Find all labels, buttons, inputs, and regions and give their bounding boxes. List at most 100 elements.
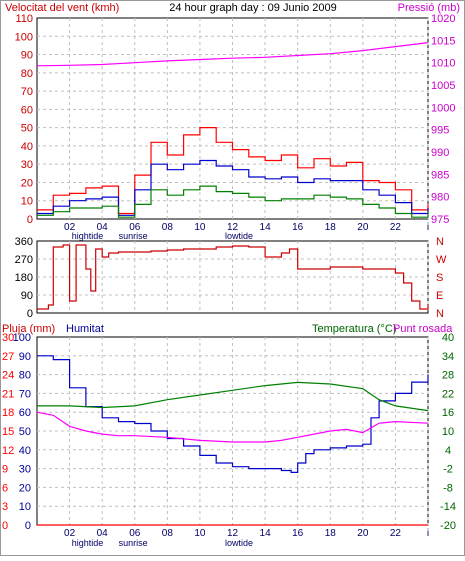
humidity-tick-40: 40 (19, 445, 31, 457)
wind-tick-110: 110 (15, 13, 33, 25)
direction-tick-180: 180 (15, 272, 33, 284)
humidity-xtick-02: 02 (64, 528, 76, 539)
wind-tick-70: 70 (21, 86, 33, 98)
graph-title: 24 hour graph day : 09 Junio 2009 (169, 2, 337, 14)
wind-xtick-14: 14 (260, 222, 272, 233)
wind-tick-0: 0 (27, 214, 33, 226)
humidity-xtick-i: i (427, 528, 429, 539)
direction-tick-270: 270 (15, 254, 33, 266)
pressure-tick-1000: 1000 (431, 102, 455, 114)
wind-tick-10: 10 (21, 196, 33, 208)
temp-tick--20: -20 (440, 520, 456, 532)
humidity-xtick-10: 10 (194, 528, 206, 539)
humidity-xtick-22: 22 (390, 528, 402, 539)
series-pressure (36, 42, 429, 67)
wind-tick-30: 30 (21, 159, 33, 171)
wind-xtick-12: 12 (227, 222, 239, 233)
pressure-tick-995: 995 (431, 125, 449, 137)
temp-tick--8: -8 (443, 482, 453, 494)
tick-labels: 0102030405060708090100110975980985990995… (2, 13, 456, 548)
humidity-tick-20: 20 (19, 482, 31, 494)
humidity-tick-100: 100 (13, 332, 31, 344)
humidity-tick-80: 80 (19, 370, 31, 382)
wind-xtick-i: i (427, 222, 429, 233)
humidity-xtick-20: 20 (357, 528, 369, 539)
direction-tick-360: 360 (15, 236, 33, 248)
humidity-xtick-08: 08 (162, 528, 174, 539)
temperature-axis-title: Temperatura (°C) (312, 323, 396, 335)
wind-tick-80: 80 (21, 68, 33, 80)
humidity-xtick-04: 04 (97, 528, 109, 539)
humidity-tick-50: 50 (19, 426, 31, 438)
humidity-tick-70: 70 (19, 388, 31, 400)
series-wind_min (37, 185, 429, 218)
humidity-tide-label-0: hightide (72, 538, 104, 548)
series-humidity (37, 355, 429, 473)
humidity-tick-10: 10 (19, 501, 31, 513)
humidity-axis-title: Humitat (66, 323, 104, 335)
wind-tick-60: 60 (21, 104, 33, 116)
direction-compass-1: W (436, 254, 447, 266)
wind-xtick-20: 20 (357, 222, 369, 233)
rain-tick-18: 18 (2, 407, 14, 419)
wind-tick-100: 100 (15, 31, 33, 43)
wind-xtick-18: 18 (325, 222, 337, 233)
humidity-tide-label-1: sunrise (119, 538, 148, 548)
wind-speed-axis-title: Velocitat del vent (kmh) (5, 2, 119, 14)
wind-xtick-08: 08 (162, 222, 174, 233)
temp-tick-22: 22 (442, 388, 454, 400)
wind-tick-40: 40 (21, 141, 33, 153)
humidity-xtick-14: 14 (260, 528, 272, 539)
series-temperature (37, 381, 429, 412)
wind-tick-90: 90 (21, 50, 33, 62)
series-dewpoint (36, 411, 429, 443)
temp-tick-16: 16 (442, 407, 454, 419)
pressure-axis-title: Pressió (mb) (398, 2, 460, 14)
data-series (36, 42, 429, 526)
humidity-xtick-06: 06 (129, 528, 141, 539)
humidity-xtick-16: 16 (292, 528, 304, 539)
rain-tick-27: 27 (2, 351, 14, 363)
rain-tick-0: 0 (2, 520, 8, 532)
pressure-tick-980: 980 (431, 192, 449, 204)
direction-tick-0: 0 (27, 308, 33, 320)
temp-tick-4: 4 (445, 445, 451, 457)
rain-tick-24: 24 (2, 370, 14, 382)
temp-tick-10: 10 (442, 426, 454, 438)
rain-tick-6: 6 (2, 482, 8, 494)
rain-tick-30: 30 (2, 332, 14, 344)
rain-tick-3: 3 (2, 501, 8, 513)
wind-xtick-04: 04 (97, 222, 109, 233)
dewpoint-axis-title: Punt rosada (393, 323, 453, 335)
wind-xtick-16: 16 (292, 222, 304, 233)
pressure-tick-1005: 1005 (431, 80, 455, 92)
series-wind_avg (37, 159, 429, 216)
wind-tide-label-0: hightide (72, 231, 104, 241)
direction-compass-3: E (436, 290, 443, 302)
humidity-tick-60: 60 (19, 407, 31, 419)
wind-xtick-10: 10 (194, 222, 206, 233)
humidity-tick-0: 0 (25, 520, 31, 532)
temp-tick-28: 28 (442, 370, 454, 382)
direction-compass-4: N (436, 308, 444, 320)
humidity-tick-30: 30 (19, 464, 31, 476)
rain-axis-title: Pluja (mm) (2, 323, 55, 335)
pressure-tick-975: 975 (431, 214, 449, 226)
temp-tick--2: -2 (443, 464, 453, 476)
wind-xtick-02: 02 (64, 222, 76, 233)
wind-xtick-22: 22 (390, 222, 402, 233)
wind-tick-20: 20 (21, 177, 33, 189)
wind-tide-label-2: lowtide (225, 231, 253, 241)
pressure-tick-1010: 1010 (431, 58, 455, 70)
rain-tick-21: 21 (2, 388, 14, 400)
direction-tick-90: 90 (21, 290, 33, 302)
wind-tick-50: 50 (21, 123, 33, 135)
humidity-tick-90: 90 (19, 351, 31, 363)
humidity-xtick-18: 18 (325, 528, 337, 539)
wind-xtick-06: 06 (129, 222, 141, 233)
temp-tick--14: -14 (440, 501, 456, 513)
temp-tick-34: 34 (442, 351, 454, 363)
temp-tick-40: 40 (442, 332, 454, 344)
